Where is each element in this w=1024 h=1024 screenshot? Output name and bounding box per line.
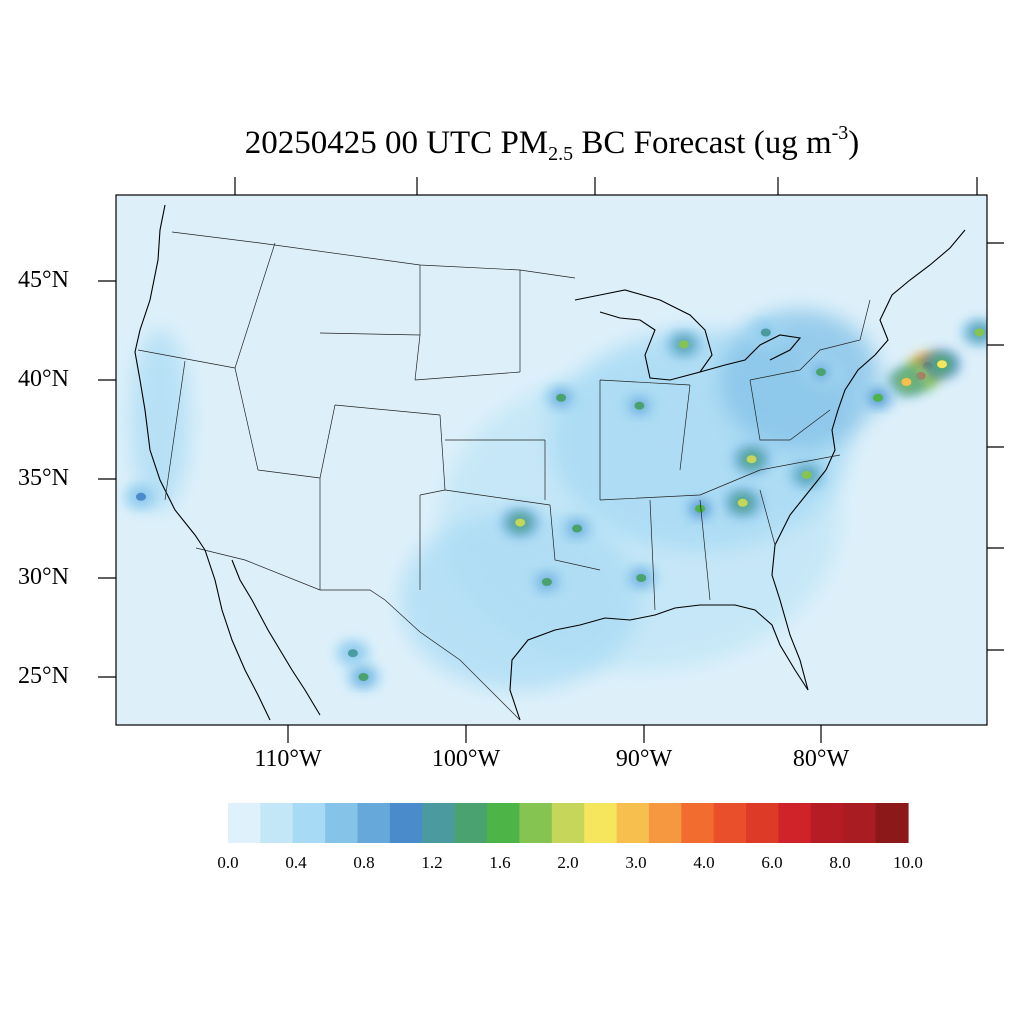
colorbar-swatch: [584, 803, 618, 843]
gulf-coast-line: [509, 604, 809, 721]
great-lakes-line: [574, 289, 802, 381]
colorbar-swatch: [681, 803, 715, 843]
colorbar-swatch: [746, 803, 780, 843]
concentration-blob: [816, 368, 826, 377]
concentration-blob: [634, 401, 645, 410]
colorbar-swatch: [454, 803, 488, 843]
states-plains: [319, 265, 601, 571]
lon-label-80w: 80°W: [792, 746, 850, 772]
concentration-blob: [937, 360, 947, 369]
colorbar-swatch: [810, 803, 844, 843]
colorbar-label: 1.2: [421, 853, 443, 872]
colorbar-swatch: [325, 803, 359, 843]
colorbar-label: 4.0: [693, 853, 715, 872]
concentration-blob: [760, 328, 771, 337]
colorbar-label: 0.8: [353, 853, 375, 872]
concentration-blob: [801, 471, 812, 479]
lat-label-35n: 35°N: [18, 465, 69, 491]
lat-label-25n: 25°N: [18, 663, 69, 689]
concentration-blob: [873, 393, 883, 402]
concentration-blob: [901, 378, 912, 386]
concentration-blob: [695, 504, 705, 513]
lat-label-40n: 40°N: [18, 366, 69, 392]
colorbar-swatch: [519, 803, 553, 843]
lat-label-30n: 30°N: [18, 564, 69, 590]
mexico-border: [195, 547, 521, 721]
concentration-field: [116, 195, 987, 725]
concentration-blob: [515, 518, 526, 527]
colorbar-swatch: [389, 803, 423, 843]
lon-label-110w: 110°W: [254, 746, 322, 772]
concentration-blob: [400, 510, 640, 690]
concentration-blob: [636, 574, 647, 582]
colorbar-swatch: [843, 803, 877, 843]
concentration-blob: [737, 498, 748, 507]
colorbar-label: 6.0: [761, 853, 783, 872]
concentration-blob: [130, 330, 190, 510]
state-borders: [137, 231, 871, 721]
colorbar-label: 3.0: [625, 853, 647, 872]
states-east: [599, 299, 871, 611]
concentration-blob: [746, 455, 757, 464]
lat-label-45n: 45°N: [18, 267, 69, 293]
colorbar-label: 1.6: [489, 853, 511, 872]
colorbar-label: 10.0: [893, 853, 923, 872]
colorbar-swatch: [875, 803, 909, 843]
concentration-blob: [541, 578, 552, 586]
gulf-of-california-line: [231, 559, 321, 716]
concentration-blob: [572, 524, 583, 533]
colorbar-swatch: [713, 803, 747, 843]
colorbar-swatch: [551, 803, 585, 843]
concentration-blob: [358, 673, 369, 681]
concentration-blob: [347, 649, 358, 658]
colorbar-swatch: [260, 803, 294, 843]
lon-label-90w: 90°W: [615, 746, 673, 772]
colorbar-swatch: [778, 803, 812, 843]
concentration-blob: [720, 310, 880, 450]
concentration-blob: [974, 328, 985, 337]
colorbar: [228, 803, 909, 843]
florida-east-coast-line: [771, 229, 966, 691]
colorbar-swatch: [357, 803, 391, 843]
colorbar-swatch: [292, 803, 326, 843]
colorbar-swatch: [422, 803, 456, 843]
map-frame: [115, 194, 988, 726]
map-title: 20250425 00 UTC PM2.5 BC Forecast (ug m-…: [244, 122, 860, 165]
colorbar-label: 8.0: [829, 853, 851, 872]
baja-coast-line: [204, 549, 271, 721]
axis-ticks: [98, 177, 1004, 743]
lon-label-100w: 100°W: [431, 746, 501, 772]
colorbar-swatch: [487, 803, 521, 843]
states-west: [137, 242, 446, 590]
west-coast-line: [134, 204, 206, 551]
colorbar-swatch: [228, 803, 261, 843]
concentration-blob: [678, 340, 689, 349]
colorbar-label: 0.0: [217, 853, 239, 872]
colorbar-swatch: [648, 803, 682, 843]
coastlines: [134, 204, 966, 721]
colorbar-label: 2.0: [557, 853, 579, 872]
colorbar-label: 0.4: [285, 853, 307, 872]
colorbar-swatch: [616, 803, 650, 843]
concentration-blob: [556, 393, 567, 402]
concentration-blob: [136, 492, 146, 501]
